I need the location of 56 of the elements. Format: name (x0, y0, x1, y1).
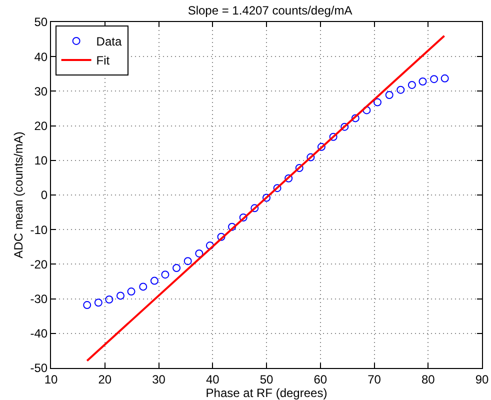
point (340, 122, 349, 131)
y-tick-label: -40 (30, 326, 48, 341)
y-tick-label: -20 (30, 257, 48, 272)
point (161, 270, 170, 279)
y-tick-label: -10 (30, 222, 48, 237)
point (206, 242, 214, 250)
point (273, 184, 282, 192)
x-axis-title: Phase at RF (degrees) (206, 386, 328, 400)
point (150, 276, 158, 285)
legend-label: Fit (96, 54, 110, 68)
legend-label: Data (96, 34, 122, 49)
point (329, 132, 338, 141)
point (250, 204, 259, 212)
x-tick-label: 80 (421, 372, 436, 386)
point (184, 257, 192, 266)
point (351, 114, 360, 122)
point (373, 98, 382, 106)
point (408, 80, 416, 89)
point (262, 194, 270, 202)
x-tick-label: 50 (260, 372, 274, 386)
y-tick-label: 30 (34, 84, 48, 98)
y-tick-label: 10 (34, 154, 48, 168)
point (396, 86, 405, 94)
point (418, 78, 427, 86)
point (195, 249, 204, 258)
point (284, 174, 293, 182)
point (172, 264, 181, 272)
chart-title: Slope = 1.4207 counts/deg/mA (188, 3, 352, 18)
point (94, 298, 102, 307)
x-tick-label: 30 (152, 372, 166, 386)
x-tick-label: 90 (475, 372, 489, 386)
y-tick-label: -30 (30, 292, 48, 306)
point (306, 153, 315, 162)
x-tick-label: 60 (314, 372, 328, 386)
point (127, 288, 136, 296)
point (317, 142, 326, 151)
y-axis-title: ADC mean (counts/mA) (12, 132, 26, 258)
point (239, 213, 248, 222)
y-tick-label: 0 (40, 188, 48, 202)
point (139, 282, 148, 291)
point (440, 74, 449, 82)
point (295, 164, 304, 172)
x-tick-label: 70 (368, 372, 382, 386)
point (83, 301, 92, 310)
point (385, 91, 394, 100)
y-tick-label: 50 (34, 15, 48, 30)
point (217, 232, 226, 241)
y-tick-label: 20 (34, 119, 48, 133)
x-tick-label: 40 (206, 372, 220, 386)
point (430, 75, 438, 84)
point (228, 222, 236, 231)
point (105, 295, 114, 304)
point (116, 292, 124, 300)
y-tick-label: 40 (34, 50, 48, 64)
point (362, 106, 371, 114)
x-tick-label: 20 (98, 372, 112, 386)
